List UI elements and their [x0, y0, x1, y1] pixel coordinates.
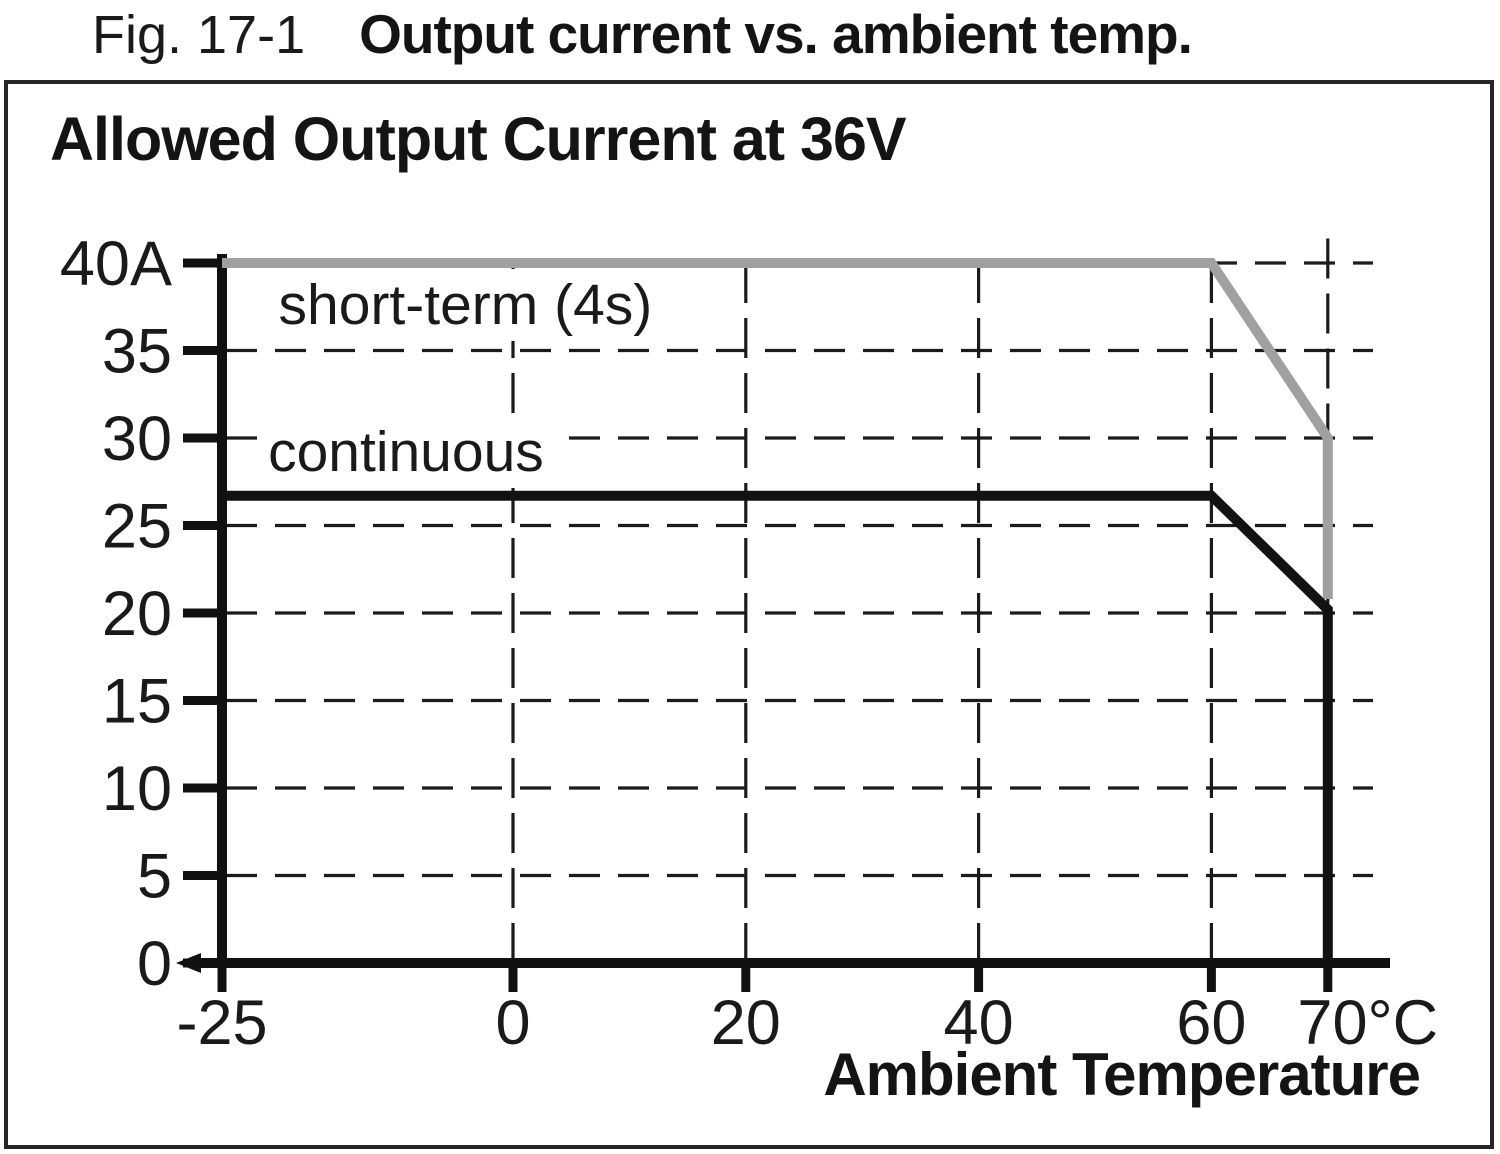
series-label-continuous: continuous — [258, 416, 554, 488]
series-line-continuous — [222, 490, 1333, 963]
y-tick-label-15: 15 — [102, 667, 172, 737]
x-tick-label-70: 70°C — [1297, 988, 1438, 1058]
chart-title: Allowed Output Current at 36V — [50, 105, 907, 173]
x-tick-label-0: 0 — [495, 988, 530, 1058]
y-tick-label-20: 20 — [102, 579, 172, 649]
y-tick-label-30: 30 — [102, 404, 172, 474]
x-tick-label--25: -25 — [176, 988, 267, 1058]
y-tick-label-5: 5 — [137, 842, 172, 912]
x-axis-title: Ambient Temperature — [823, 1041, 1421, 1108]
x-tick-label-60: 60 — [1176, 988, 1246, 1058]
series-line-short-term-4s — [222, 258, 1333, 599]
y-tick-label-25: 25 — [102, 492, 172, 562]
y-tick-label-40: 40A — [60, 229, 172, 299]
y-tick-label-0: 0 — [137, 929, 172, 999]
figure-number: Fig. 17-1 — [92, 5, 306, 65]
figure-title: Output current vs. ambient temp. — [359, 3, 1193, 65]
x-tick-label-40: 40 — [944, 988, 1014, 1058]
series-label-short-term-4s: short-term (4s) — [268, 269, 663, 341]
figure-caption: Fig. 17-1 Output current vs. ambient temp… — [92, 2, 1193, 66]
x-tick-label-20: 20 — [711, 988, 781, 1058]
y-tick-label-35: 35 — [102, 317, 172, 387]
y-tick-label-10: 10 — [102, 754, 172, 824]
